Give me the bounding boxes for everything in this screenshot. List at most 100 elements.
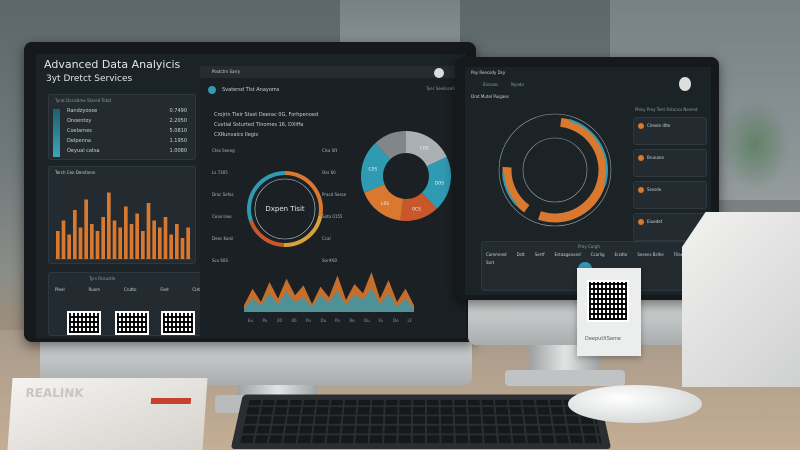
bar <box>124 206 128 259</box>
table-row[interactable]: Oeyual catsa 1.0080 <box>67 148 187 158</box>
bar-chart-panel: Terch Cen Derstinnn <box>48 166 196 264</box>
bottom-item[interactable]: Dstt <box>516 252 525 257</box>
bar <box>61 220 66 259</box>
x-tick-label: Re <box>350 318 356 323</box>
summary-table: Tyrat Dcsistime Stared Totat Randzyoose 0… <box>48 94 196 160</box>
row-value: 0.7490 <box>169 108 188 114</box>
mouse[interactable] <box>568 385 702 423</box>
slice-label: C0S <box>420 145 429 151</box>
bar <box>141 231 145 259</box>
card[interactable]: Brunane <box>633 149 707 177</box>
monitor-chin <box>40 335 472 385</box>
card-icon <box>638 155 644 161</box>
section-title: Svatersd Tlst Anayoms <box>222 87 280 93</box>
bottom-tab[interactable]: Tyrs Rceustle <box>89 276 116 281</box>
qr-caption: DeeputXSame <box>585 336 621 342</box>
radial-segment <box>502 172 518 206</box>
bottom-item[interactable]: Ccarlig <box>590 252 605 257</box>
x-tick-label: Du <box>321 318 327 323</box>
monitor-base <box>505 370 625 386</box>
bar <box>152 220 156 259</box>
card-icon <box>638 123 644 129</box>
ring-label: Deec Kanil <box>212 236 233 241</box>
avatar[interactable] <box>434 68 444 78</box>
ring-label: Drac Sefos <box>212 192 234 197</box>
card[interactable]: Clreole dtte <box>633 117 707 145</box>
ring-label: Oss 60 <box>322 170 336 175</box>
radial-segment <box>502 166 530 213</box>
table-row[interactable]: Randzyoose 0.7490 <box>67 108 187 118</box>
area-chart: Eu Pu 20 00 Pu Du Pa Re Ou Fa De LF <box>244 272 414 323</box>
card-title: Eluedet <box>647 219 663 224</box>
table-indicator <box>53 109 60 157</box>
inner-ring <box>254 178 316 240</box>
row-label: Randzyoose <box>67 108 98 114</box>
donut-slice <box>400 192 437 221</box>
left-screen: Advanced Data Analyicis 3yt Dretct Servi… <box>36 54 466 338</box>
x-tick-label: Pu <box>306 318 311 323</box>
card-icon <box>638 187 644 193</box>
x-tick-label: Pu <box>263 318 268 323</box>
note: CXRunvaics Ilegis <box>214 132 258 138</box>
right-monitor: Pay Reecody Dsy Elvcaes Nyoda Drot Mutel… <box>455 57 719 300</box>
bottom-item[interactable]: Sort <box>486 260 495 265</box>
row-label: Oeyual catsa <box>67 148 100 154</box>
row-value: 1.0080 <box>169 148 188 154</box>
app-toolbar: Postctrn Sarry <box>200 66 466 78</box>
box: REALINK <box>7 378 208 450</box>
bar <box>107 192 111 259</box>
qr-code <box>67 311 101 335</box>
tab[interactable]: Nyoda <box>511 82 524 87</box>
card[interactable]: Ssesde <box>633 181 707 209</box>
dashboard-subtitle: 3yt Dretct Services <box>46 74 133 84</box>
plant <box>720 100 790 190</box>
bar <box>175 224 179 259</box>
donut-slice <box>375 131 407 160</box>
row-value: 2.2050 <box>169 118 188 124</box>
bar <box>101 217 105 259</box>
box-label: REALINK <box>24 386 85 400</box>
bar <box>118 227 122 259</box>
bottom-item[interactable]: Sertf <box>534 252 545 257</box>
ring-label: Clsa Sft <box>322 148 338 153</box>
ring-segment <box>284 171 323 217</box>
ring-segment <box>283 215 323 247</box>
bottom-item[interactable]: Cammned <box>486 252 507 257</box>
bar-chart-title: Terch Cen Derstinnn <box>55 170 96 175</box>
table-row[interactable]: Delpenna 1.1950 <box>67 138 187 148</box>
x-tick-label: De <box>393 318 399 323</box>
avatar[interactable] <box>679 77 691 91</box>
ring-label: Ccal <box>322 236 331 241</box>
qr-panel: Tyrs Rceustle Pleel Ruom Crutto Fied Clst <box>48 272 203 336</box>
app-title: Pay Reecody Dsy <box>471 70 506 75</box>
x-tick-label: 20 <box>277 318 283 323</box>
donut-slice <box>364 183 404 221</box>
keys <box>240 399 602 444</box>
donut-slice <box>421 156 451 209</box>
row-label: Coelarnes <box>67 128 92 134</box>
x-tick-label: Ou <box>364 318 370 323</box>
analytics-app: Postctrn Sarry Svatersd Tlst Anayoms Tye… <box>200 66 466 338</box>
tab[interactable]: Elvcaes <box>483 82 499 87</box>
bar <box>67 234 71 259</box>
donut-chart: C0S D0S 0CS L0S C0S <box>361 131 451 221</box>
x-tick-label: LF <box>408 318 413 323</box>
bottom-item[interactable]: Estaaganond <box>554 252 581 257</box>
table-header: Tyrat Dcsistime Stared Totat <box>55 98 112 103</box>
keyboard[interactable] <box>230 394 612 450</box>
bottom-item[interactable]: Erzdte <box>614 252 628 257</box>
bottom-item[interactable]: Sesens Bslhe <box>637 252 664 257</box>
table-row[interactable]: Onoentoy 2.2050 <box>67 118 187 128</box>
column-header: Fied <box>160 287 169 292</box>
note: Cuvtial Ssturted Tlnomes 16, DXiffa <box>214 122 304 128</box>
column-header: Clst <box>192 287 200 292</box>
ring-center-label: Dxpen Tisit <box>265 205 305 213</box>
ring-chart: Dxpen Tisit Ctso Seeng Clsa Sft Ls 7305 Oss … <box>212 148 347 263</box>
row-value: 1.1950 <box>169 138 188 144</box>
card-title: Brunane <box>647 155 664 160</box>
box <box>682 212 800 387</box>
card[interactable]: Eluedet <box>633 213 707 241</box>
table-row[interactable]: Coelarnes 5.0810 <box>67 128 187 138</box>
app-tab[interactable]: Postctrn Sarry <box>212 69 241 74</box>
dashboard-title: Advanced Data Analyicis <box>44 58 181 71</box>
